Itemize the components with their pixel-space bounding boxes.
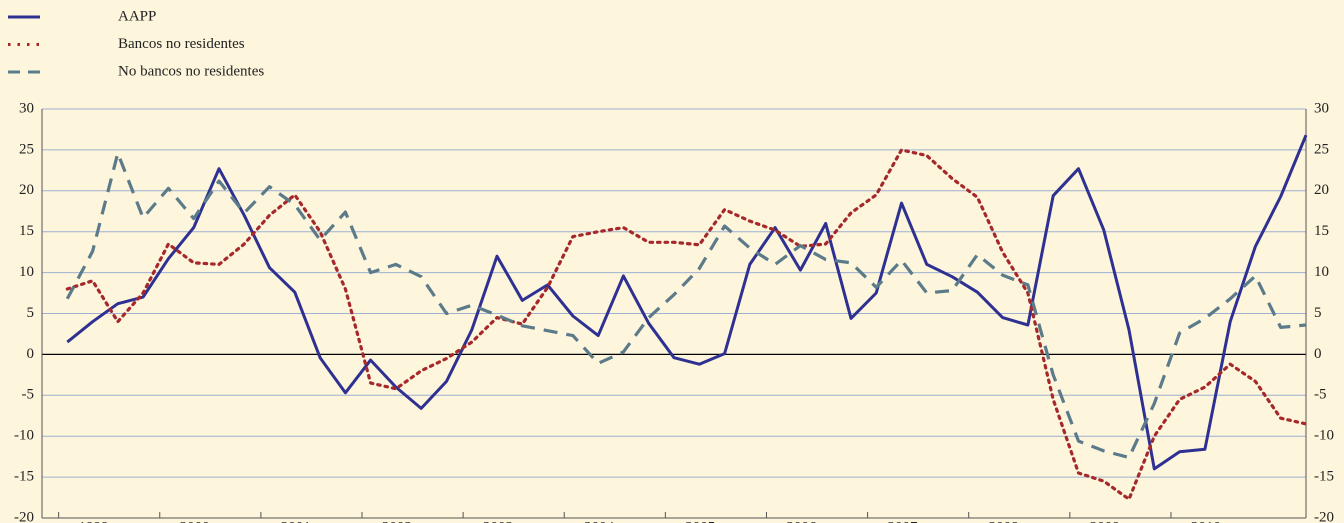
y2-tick-label: 20: [1314, 182, 1329, 198]
y2-tick-label: -15: [1314, 469, 1334, 485]
y-tick-label: 25: [19, 141, 34, 157]
x-tick-label: 2001: [281, 519, 311, 523]
y2-tick-label: 15: [1314, 223, 1329, 239]
y2-tick-label: -20: [1314, 509, 1334, 523]
series-line: [65, 148, 1308, 501]
y-tick-label: -15: [14, 469, 34, 485]
y2-tick-label: -10: [1314, 428, 1334, 444]
x-tick-label: 2006: [786, 519, 817, 523]
y2-tick-label: 5: [1314, 305, 1322, 321]
x-tick-label: 2010: [1191, 519, 1221, 523]
legend-label: No bancos no residentes: [118, 63, 264, 79]
legend-label: Bancos no residentes: [118, 36, 245, 52]
x-tick-label: 2003: [483, 519, 513, 523]
y2-tick-label: 30: [1314, 100, 1329, 116]
x-tick-label: 2008: [989, 519, 1019, 523]
y-tick-label: 30: [19, 100, 34, 116]
legend-label: AAPP: [118, 8, 156, 24]
x-tick-label: 2002: [382, 519, 412, 523]
y2-tick-label: 0: [1314, 346, 1322, 362]
series-line: [66, 134, 1308, 471]
x-tick-label: 2004: [584, 519, 615, 523]
y-tick-label: 10: [19, 264, 34, 280]
x-tick-label: 2005: [685, 519, 715, 523]
y-tick-label: 20: [19, 182, 34, 198]
y-tick-label: 0: [27, 346, 35, 362]
y-tick-label: 5: [27, 305, 35, 321]
x-tick-label: 1999: [79, 519, 109, 523]
y-tick-label: -5: [22, 387, 35, 403]
y2-tick-label: 10: [1314, 264, 1329, 280]
x-tick-label: 2009: [1090, 519, 1120, 523]
x-tick-label: 2000: [180, 519, 210, 523]
series-line: [65, 151, 1307, 460]
y-tick-label: 15: [19, 223, 34, 239]
y-tick-label: -20: [14, 509, 34, 523]
y2-tick-label: -5: [1314, 387, 1327, 403]
x-tick-label: 2007: [888, 519, 919, 523]
y-tick-label: -10: [14, 428, 34, 444]
y2-tick-label: 25: [1314, 141, 1329, 157]
